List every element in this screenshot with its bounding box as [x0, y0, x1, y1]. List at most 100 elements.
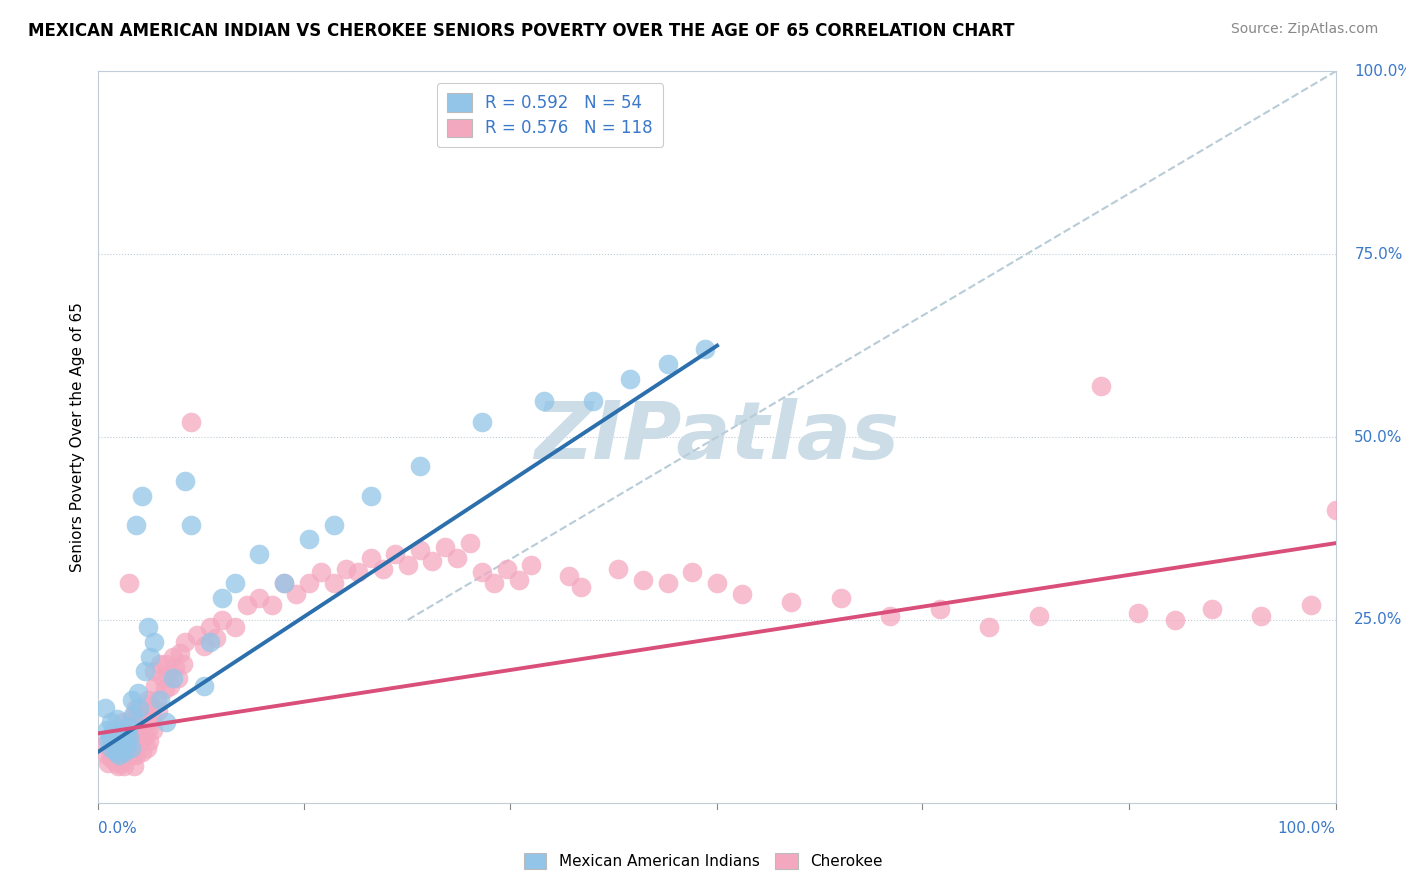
Point	[433, 540, 456, 554]
Point	[155, 715, 177, 730]
Point	[122, 708, 145, 723]
Point	[446, 550, 468, 565]
Point	[335, 562, 357, 576]
Point	[110, 745, 132, 759]
Point	[409, 543, 432, 558]
Point	[104, 745, 127, 759]
Point	[360, 489, 382, 503]
Point	[105, 726, 128, 740]
Point	[112, 733, 135, 747]
Point	[112, 748, 135, 763]
Point	[180, 517, 202, 532]
Point	[260, 599, 283, 613]
Point	[1250, 609, 1272, 624]
Point	[107, 737, 129, 751]
Text: ZIPatlas: ZIPatlas	[534, 398, 900, 476]
Point	[115, 737, 138, 751]
Point	[128, 700, 150, 714]
Point	[128, 723, 150, 737]
Point	[384, 547, 406, 561]
Point	[1126, 606, 1149, 620]
Point	[508, 573, 530, 587]
Text: 50.0%: 50.0%	[1354, 430, 1403, 444]
Point	[155, 682, 177, 697]
Point	[112, 715, 135, 730]
Text: 100.0%: 100.0%	[1354, 64, 1406, 78]
Point	[211, 613, 233, 627]
Point	[879, 609, 901, 624]
Point	[165, 660, 187, 674]
Point	[96, 748, 118, 763]
Point	[657, 357, 679, 371]
Point	[124, 737, 146, 751]
Point	[145, 693, 167, 707]
Point	[131, 745, 153, 759]
Point	[569, 580, 592, 594]
Point	[143, 635, 166, 649]
Point	[127, 686, 149, 700]
Point	[129, 733, 152, 747]
Point	[347, 566, 370, 580]
Point	[97, 756, 120, 770]
Point	[139, 697, 162, 711]
Point	[100, 715, 122, 730]
Point	[134, 719, 156, 733]
Point	[100, 740, 122, 755]
Text: 100.0%: 100.0%	[1278, 821, 1336, 836]
Point	[1201, 602, 1223, 616]
Point	[162, 672, 184, 686]
Point	[322, 517, 344, 532]
Point	[124, 715, 146, 730]
Point	[96, 723, 118, 737]
Point	[172, 657, 194, 671]
Point	[193, 639, 215, 653]
Point	[193, 679, 215, 693]
Point	[97, 733, 120, 747]
Point	[134, 664, 156, 678]
Point	[139, 649, 162, 664]
Point	[205, 632, 228, 646]
Point	[484, 576, 506, 591]
Point	[146, 705, 169, 719]
Point	[124, 700, 146, 714]
Point	[121, 693, 143, 707]
Point	[1028, 609, 1050, 624]
Point	[657, 576, 679, 591]
Point	[273, 576, 295, 591]
Point	[247, 547, 270, 561]
Legend: R = 0.592   N = 54, R = 0.576   N = 118: R = 0.592 N = 54, R = 0.576 N = 118	[437, 83, 664, 147]
Point	[103, 733, 125, 747]
Point	[360, 550, 382, 565]
Point	[619, 371, 641, 385]
Point	[706, 576, 728, 591]
Point	[114, 726, 136, 740]
Point	[104, 756, 127, 770]
Point	[422, 554, 444, 568]
Point	[93, 737, 115, 751]
Point	[120, 712, 142, 726]
Point	[107, 759, 129, 773]
Point	[458, 536, 481, 550]
Point	[298, 533, 321, 547]
Point	[127, 708, 149, 723]
Point	[471, 566, 494, 580]
Point	[136, 693, 159, 707]
Point	[166, 672, 188, 686]
Point	[122, 748, 145, 763]
Point	[928, 602, 950, 616]
Point	[103, 733, 125, 747]
Point	[98, 745, 121, 759]
Point	[273, 576, 295, 591]
Point	[105, 726, 128, 740]
Point	[979, 620, 1001, 634]
Point	[495, 562, 517, 576]
Text: 0.0%: 0.0%	[98, 821, 138, 836]
Point	[108, 748, 131, 763]
Point	[186, 627, 208, 641]
Point	[152, 672, 174, 686]
Point	[100, 730, 122, 744]
Point	[236, 599, 259, 613]
Point	[93, 700, 115, 714]
Point	[112, 737, 135, 751]
Point	[1164, 613, 1187, 627]
